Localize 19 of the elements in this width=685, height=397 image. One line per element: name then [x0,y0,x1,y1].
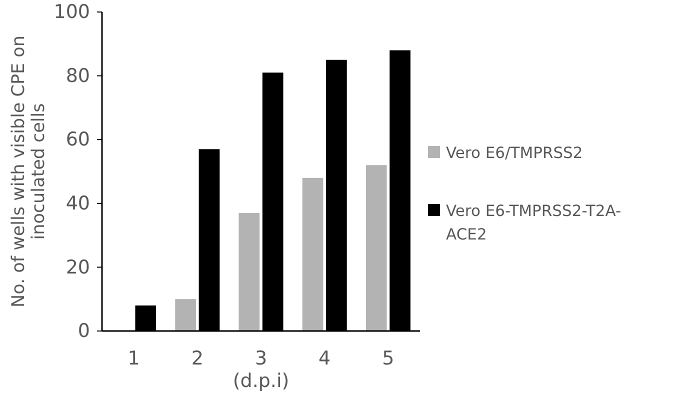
y-tick-label: 0 [78,320,90,342]
legend-label: Vero E6/TMPRSS2 [446,144,583,162]
bar [175,299,196,331]
y-tick-label: 40 [66,192,90,214]
bar [302,178,324,331]
x-tick-label: 1 [128,347,140,370]
y-tick-label: 60 [66,128,90,151]
x-tick-label: 2 [191,347,204,370]
bar [366,165,387,331]
y-tick-label: 100 [54,1,90,24]
y-axis-title: No. of wells with visible CPE on inoculated cells [9,36,50,308]
x-tick-label: 4 [318,347,331,370]
x-tick-label: 3 [254,347,268,370]
legend-label: Vero E6-TMPRSS2-T2A-ACE2 [446,202,622,244]
bar [238,212,260,331]
x-axis-title: (d.p.i) [232,370,290,392]
y-tick-label: 80 [66,64,90,87]
y-tick-label: 20 [66,256,90,278]
x-tick-label: 5 [382,347,394,370]
